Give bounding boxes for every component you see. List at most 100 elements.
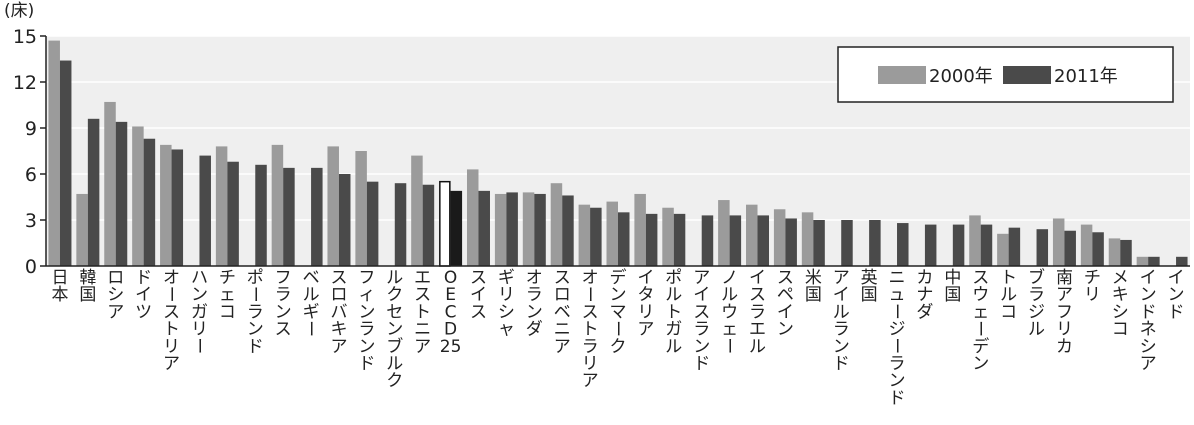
svg-text:ラ: ラ (693, 320, 710, 340)
svg-text:ニ: ニ (554, 320, 571, 340)
bars (48, 40, 1188, 267)
svg-text:ン: ン (610, 285, 627, 305)
bar-2000-イスラエル (746, 204, 758, 266)
bar-2000-ギリシャ (494, 193, 507, 266)
bar-2000-メキシコ (1108, 238, 1121, 266)
bar-2011-スイス (478, 190, 490, 266)
svg-text:国: 国 (861, 285, 878, 305)
svg-text:ル: ル (665, 285, 682, 305)
svg-text:オ: オ (526, 268, 543, 288)
svg-text:イ: イ (777, 302, 794, 322)
svg-text:ン: ン (275, 302, 292, 322)
svg-text:ガ: ガ (191, 302, 208, 322)
y-tick-label: 15 (13, 26, 37, 48)
svg-text:ラ: ラ (526, 285, 543, 305)
category-label: 米国 (805, 268, 822, 305)
svg-text:ー: ー (244, 286, 264, 303)
svg-text:シ: シ (107, 285, 124, 305)
svg-text:ギ: ギ (303, 302, 320, 322)
svg-text:ア: ア (637, 320, 654, 340)
category-label: 英国 (861, 268, 878, 305)
svg-text:ド: ド (358, 354, 375, 374)
svg-text:シ: シ (1140, 337, 1157, 357)
bar-2011-オランダ (534, 193, 546, 266)
svg-text:ニ: ニ (414, 320, 431, 340)
svg-text:リ: リ (582, 354, 599, 374)
svg-text:ロ: ロ (554, 285, 571, 305)
svg-text:ル: ル (386, 354, 403, 374)
svg-text:D: D (444, 320, 457, 340)
bar-2000-スロバキア (327, 146, 339, 266)
bar-2011-アイルランド (841, 220, 853, 266)
bar-2000-チェコ (215, 146, 228, 266)
svg-text:ク: ク (386, 285, 403, 305)
svg-text:シ: シ (1112, 302, 1129, 322)
y-tick-label: 0 (25, 256, 37, 278)
bar-2000-ドイツ (132, 126, 144, 266)
svg-text:ン: ン (972, 354, 989, 374)
svg-text:イ: イ (1168, 268, 1185, 288)
bar-2011-フィンランド (366, 181, 379, 266)
bar-2011-南アフリカ (1064, 230, 1076, 266)
svg-text:ジ: ジ (889, 320, 906, 340)
bar-2000-イタリア (634, 193, 646, 266)
bar-2011-フランス (283, 167, 295, 266)
bar-2000-スロベニア (550, 183, 563, 266)
bar-2000-ノルウェー (718, 200, 730, 266)
bar-2000-エストニア (411, 155, 423, 266)
svg-text:ト: ト (163, 320, 180, 340)
bar-2011-インド (1176, 256, 1188, 266)
svg-text:ル: ル (303, 285, 320, 305)
svg-text:リ: リ (191, 320, 208, 340)
svg-text:ア: ア (414, 337, 431, 357)
svg-text:ド: ド (247, 337, 264, 357)
svg-text:コ: コ (219, 302, 236, 322)
bar-2000-デンマーク (606, 201, 618, 266)
category-label: トルコ (1000, 268, 1017, 322)
svg-text:デ: デ (972, 336, 989, 357)
svg-text:ド: ド (1168, 302, 1185, 322)
svg-text:ド: ド (833, 354, 850, 374)
svg-text:ク: ク (610, 337, 627, 357)
svg-text:ジ: ジ (1028, 302, 1045, 322)
svg-text:ポ: ポ (247, 268, 264, 288)
category-label: ロシア (107, 268, 124, 322)
svg-text:ン: ン (1168, 285, 1185, 305)
svg-text:国: 国 (79, 285, 96, 305)
svg-text:ル: ル (1028, 320, 1045, 340)
svg-text:タ: タ (637, 285, 654, 305)
bar-2011-スウェーデン (980, 224, 993, 266)
svg-text:マ: マ (610, 302, 627, 322)
bar-2000-日本 (48, 40, 60, 266)
svg-text:ス: ス (554, 268, 571, 288)
bar-2011-イタリア (645, 213, 658, 266)
svg-text:ノ: ノ (721, 268, 738, 288)
svg-text:ラ: ラ (1028, 285, 1045, 305)
svg-text:ハ: ハ (191, 268, 208, 288)
bar-2011-ブラジル (1036, 229, 1049, 266)
bar-2011-ベルギー (311, 167, 323, 266)
svg-text:ス: ス (749, 285, 766, 305)
svg-text:ア: ア (582, 371, 599, 391)
svg-text:イ: イ (470, 285, 487, 305)
svg-text:ナ: ナ (916, 285, 933, 305)
svg-text:ド: ド (889, 388, 906, 408)
y-tick-label: 12 (13, 72, 37, 94)
svg-text:ア: ア (1140, 354, 1157, 374)
svg-text:C: C (445, 302, 457, 322)
svg-text:ウ: ウ (972, 285, 989, 305)
bar-2000-米国 (801, 212, 814, 266)
svg-text:ベ: ベ (554, 302, 571, 322)
svg-text:ェ: ェ (721, 320, 738, 340)
bar-2011-デンマーク (618, 212, 630, 266)
svg-text:ー: ー (607, 320, 627, 337)
bar-2011-ルクセンブルク (394, 183, 407, 266)
